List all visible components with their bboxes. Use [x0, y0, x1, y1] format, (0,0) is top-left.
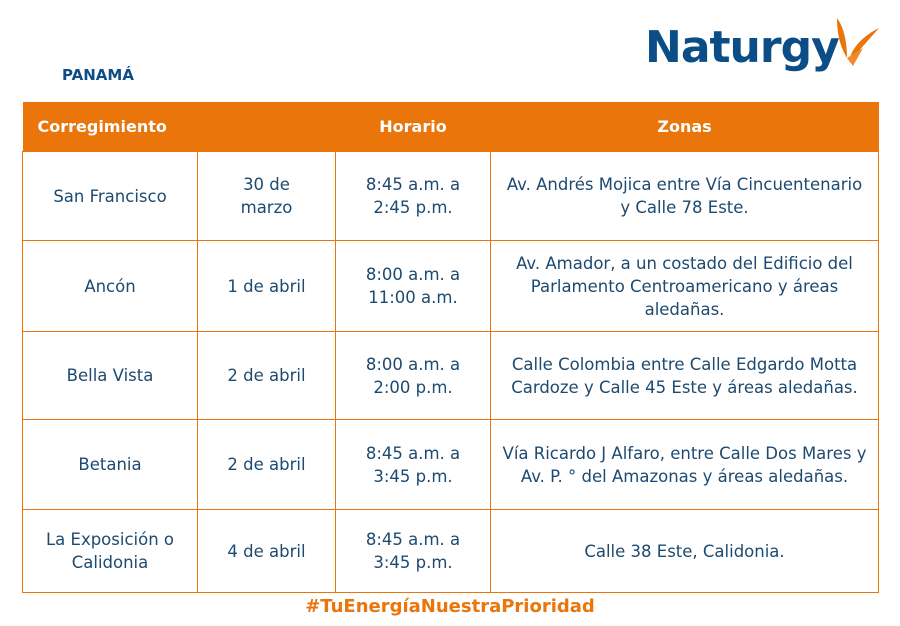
cell-fecha: 4 de abril: [197, 509, 336, 593]
header-corregimiento: Corregimiento: [22, 102, 336, 152]
cell-zonas: Av. Andrés Mojica entre Vía Cincuentenar…: [490, 151, 879, 241]
cell-fecha: 1 de abril: [197, 240, 336, 332]
table-row: San Francisco 30 de marzo 8:45 a.m. a 2:45…: [22, 151, 879, 241]
cell-corregimiento: San Francisco: [22, 151, 198, 241]
hashtag: #TuEnergíaNuestraPrioridad: [305, 596, 595, 617]
cell-zonas: Av. Amador, a un costado del Edificio de…: [490, 240, 879, 332]
schedule-table: Corregimiento Horario Zonas San Francisc…: [22, 102, 879, 593]
naturgy-logo: Naturgy: [645, 18, 885, 88]
cell-fecha: 2 de abril: [197, 331, 336, 420]
cell-horario: 8:00 a.m. a 11:00 a.m.: [335, 240, 491, 332]
cell-zonas: Calle 38 Este, Calidonia.: [490, 509, 879, 593]
cell-horario: 8:45 a.m. a 2:45 p.m.: [335, 151, 491, 241]
cell-horario: 8:00 a.m. a 2:00 p.m.: [335, 331, 491, 420]
table-header: Corregimiento Horario Zonas: [22, 102, 879, 152]
table-row: Ancón 1 de abril 8:00 a.m. a 11:00 a.m. Av.…: [22, 240, 879, 332]
cell-horario: 8:45 a.m. a 3:45 p.m.: [335, 419, 491, 510]
cell-corregimiento: Ancón: [22, 240, 198, 332]
table-row: La Exposición o Calidonia 4 de abril 8:45 …: [22, 509, 879, 593]
cell-corregimiento: La Exposición o Calidonia: [22, 509, 198, 593]
country-label: PANAMÁ: [62, 66, 134, 84]
table-row: Bella Vista 2 de abril 8:00 a.m. a 2:00 p.…: [22, 331, 879, 420]
cell-zonas: Calle Colombia entre Calle Edgardo Motta…: [490, 331, 879, 420]
cell-fecha: 30 de marzo: [197, 151, 336, 241]
table-row: Betania 2 de abril 8:45 a.m. a 3:45 p.m. Ví…: [22, 419, 879, 510]
cell-horario: 8:45 a.m. a 3:45 p.m.: [335, 509, 491, 593]
header-zonas: Zonas: [490, 102, 879, 152]
header-horario: Horario: [335, 102, 491, 152]
butterfly-icon: [837, 18, 879, 66]
cell-corregimiento: Bella Vista: [22, 331, 198, 420]
cell-corregimiento: Betania: [22, 419, 198, 510]
cell-fecha: 2 de abril: [197, 419, 336, 510]
cell-zonas: Vía Ricardo J Alfaro, entre Calle Dos Ma…: [490, 419, 879, 510]
